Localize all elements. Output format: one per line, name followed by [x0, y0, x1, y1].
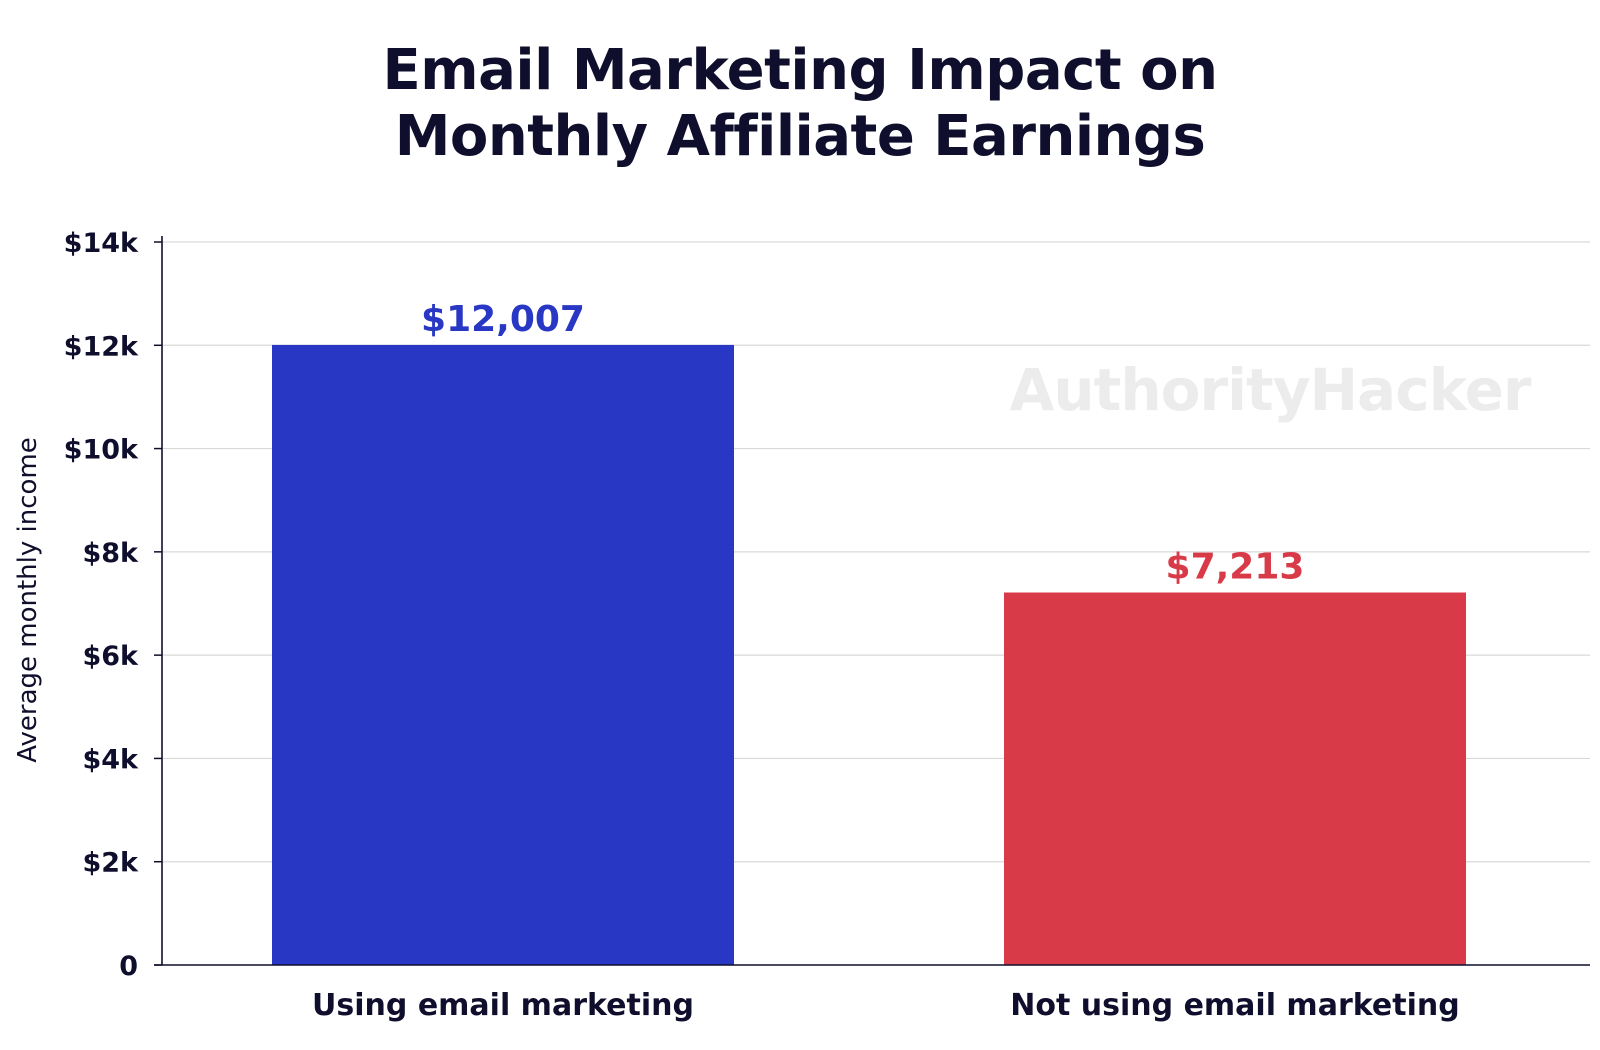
- y-tick-label: $12k: [64, 331, 139, 362]
- y-tick-label: $6k: [82, 641, 139, 672]
- data-labels: $12,007 $7,213: [421, 299, 1304, 588]
- bar-value-label: $12,007: [421, 299, 585, 340]
- y-axis-label: Average monthly income: [13, 437, 43, 763]
- x-category-label: Using email marketing: [312, 988, 694, 1023]
- chart-title: Email Marketing Impact on Monthly Affili…: [0, 38, 1600, 170]
- y-tick-label: $14k: [64, 228, 139, 259]
- y-tick-label: $8k: [82, 538, 139, 569]
- y-tick-label: $10k: [64, 435, 139, 466]
- y-tick-label: 0: [119, 951, 138, 982]
- bars: [272, 344, 1466, 966]
- y-tick-label: $2k: [82, 848, 139, 879]
- category-labels: Using email marketing Not using email mar…: [312, 988, 1460, 1023]
- axes: [154, 236, 1590, 966]
- x-category-label: Not using email marketing: [1010, 988, 1459, 1023]
- bar-value-label: $7,213: [1166, 547, 1305, 588]
- chart-title-line-1: Email Marketing Impact on: [382, 38, 1218, 103]
- bar: [272, 344, 734, 966]
- y-tick-labels: 0 $2k $4k $6k $8k $10k $12k $14k: [64, 228, 139, 982]
- bar: [1004, 592, 1466, 965]
- y-tick-label: $4k: [82, 744, 139, 775]
- chart-title-line-2: Monthly Affiliate Earnings: [394, 104, 1206, 169]
- watermark-logo: AuthorityHacker: [1009, 356, 1531, 424]
